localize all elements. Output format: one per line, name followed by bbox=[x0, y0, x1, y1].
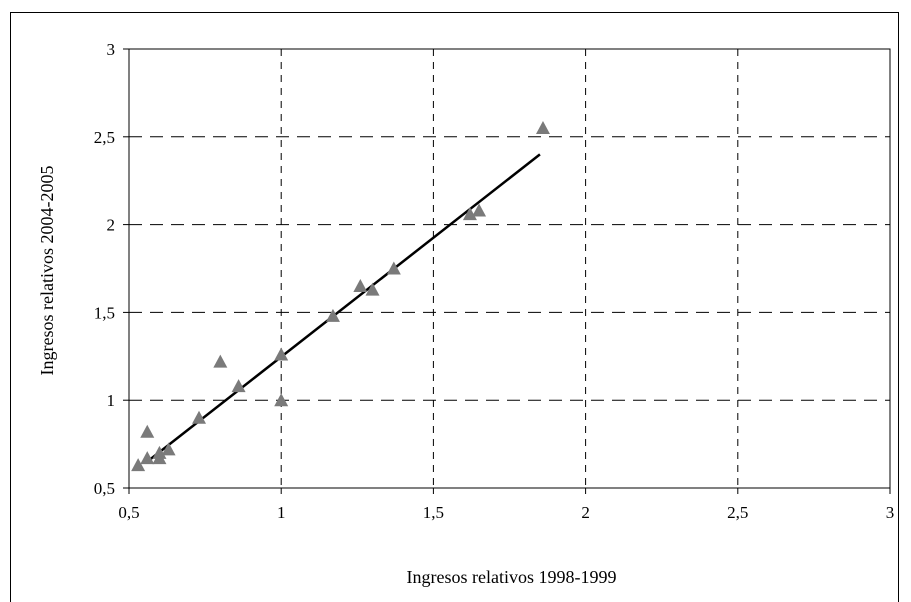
grid-lines bbox=[129, 49, 890, 488]
data-points bbox=[131, 121, 550, 472]
data-point-triangle bbox=[353, 279, 368, 293]
data-point-triangle bbox=[131, 458, 146, 472]
data-point-triangle bbox=[161, 442, 176, 456]
trendline-group bbox=[146, 153, 541, 463]
data-point-triangle bbox=[231, 379, 246, 393]
x-tick-label: 3 bbox=[886, 503, 895, 522]
data-point-triangle bbox=[535, 121, 550, 135]
x-tick-label: 1,5 bbox=[423, 503, 444, 522]
data-point-triangle bbox=[386, 261, 401, 275]
y-tick-label: 0,5 bbox=[94, 479, 115, 498]
data-point-triangle bbox=[140, 424, 155, 438]
data-point-triangle bbox=[462, 207, 477, 221]
y-tick-label: 2,5 bbox=[94, 128, 115, 147]
x-tick-label: 2,5 bbox=[727, 503, 748, 522]
y-tick-label: 2 bbox=[107, 216, 116, 235]
y-tick-label: 3 bbox=[107, 40, 116, 59]
data-point-triangle bbox=[274, 347, 289, 361]
plot-area bbox=[128, 48, 891, 489]
x-tick-label: 0,5 bbox=[118, 503, 139, 522]
data-point-triangle bbox=[274, 393, 289, 407]
y-axis-title: Ingresos relativos 2004-2005 bbox=[37, 166, 57, 376]
axis-ticks: 0,5 1 1,5 2 2,5 3 0,5 1 1,5 2 2,5 3 bbox=[94, 40, 895, 522]
x-tick-label: 1 bbox=[277, 503, 286, 522]
chart-frame bbox=[10, 12, 899, 602]
data-point-triangle bbox=[472, 203, 487, 217]
data-point-triangle bbox=[192, 410, 207, 424]
data-point-triangle bbox=[140, 451, 155, 465]
data-point-triangle bbox=[365, 282, 380, 296]
y-tick-label: 1,5 bbox=[94, 303, 115, 322]
x-axis-title: Ingresos relativos 1998-1999 bbox=[407, 567, 617, 587]
trendline bbox=[146, 153, 541, 463]
data-point-triangle bbox=[325, 308, 340, 322]
data-point-triangle bbox=[213, 354, 228, 368]
y-tick-label: 1 bbox=[107, 391, 116, 410]
x-tick-label: 2 bbox=[581, 503, 590, 522]
data-point-triangle bbox=[152, 445, 167, 459]
